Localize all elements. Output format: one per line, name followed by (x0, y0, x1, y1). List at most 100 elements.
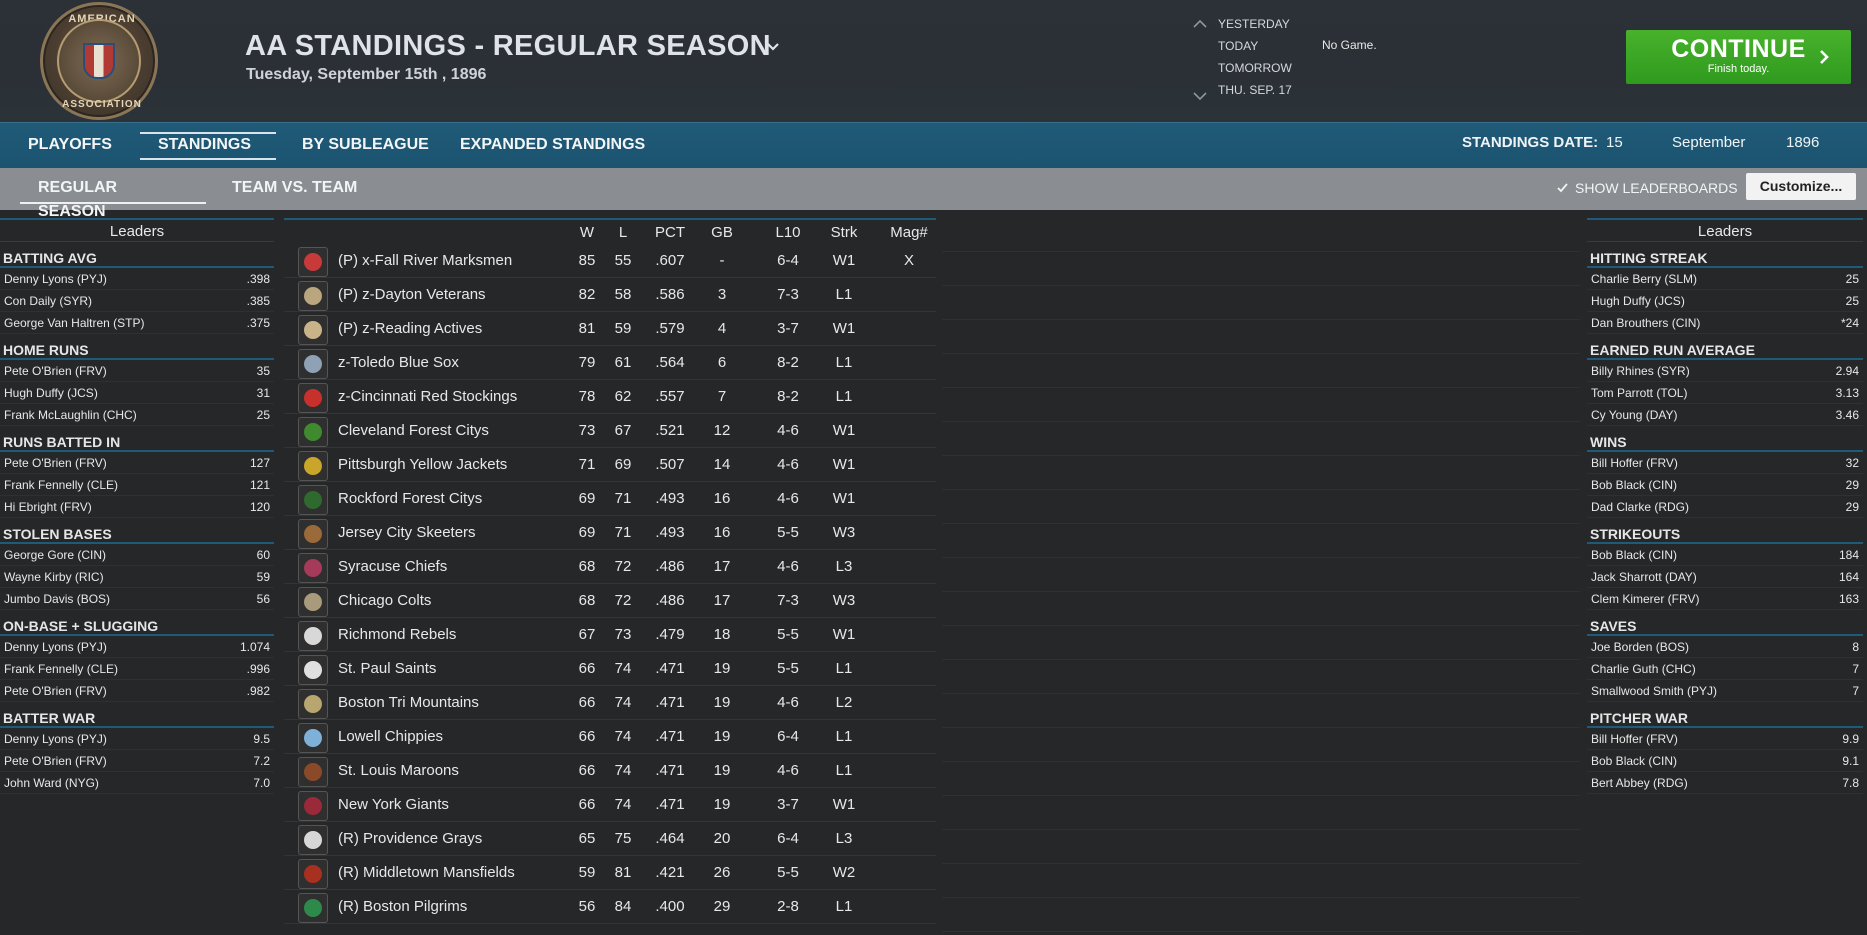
chevron-up-icon[interactable] (1190, 18, 1210, 30)
leader-row[interactable]: Cy Young (DAY) 3.46 (1587, 404, 1863, 426)
team-name[interactable]: (P) z-Dayton Veterans (338, 286, 486, 303)
team-logo-icon[interactable] (298, 247, 328, 277)
team-logo-icon[interactable] (298, 723, 328, 753)
leader-row[interactable]: Frank Fennelly (CLE) .996 (0, 658, 274, 680)
leader-row[interactable]: Charlie Guth (CHC) 7 (1587, 658, 1863, 680)
leader-row[interactable]: Hugh Duffy (JCS) 25 (1587, 290, 1863, 312)
team-logo-icon[interactable] (298, 825, 328, 855)
leader-row[interactable]: Denny Lyons (PYJ) 1.074 (0, 636, 274, 658)
leader-name[interactable]: John Ward (NYG) (4, 776, 99, 790)
team-name[interactable]: z-Toledo Blue Sox (338, 354, 459, 371)
team-name[interactable]: (R) Providence Grays (338, 830, 483, 847)
table-row[interactable]: St. Paul Saints 66 74 .471 19 5-5 L1 (284, 652, 936, 686)
team-name[interactable]: Lowell Chippies (338, 728, 444, 745)
leader-row[interactable]: Clem Kimerer (FRV) 163 (1587, 588, 1863, 610)
team-logo-icon[interactable] (298, 655, 328, 685)
leader-name[interactable]: Billy Rhines (SYR) (1591, 364, 1690, 378)
leader-name[interactable]: Charlie Berry (SLM) (1591, 272, 1698, 286)
leader-row[interactable]: George Van Haltren (STP) .375 (0, 312, 274, 334)
leader-name[interactable]: Smallwood Smith (PYJ) (1591, 684, 1718, 698)
team-name[interactable]: St. Paul Saints (338, 660, 437, 677)
leader-row[interactable]: Dad Clarke (RDG) 29 (1587, 496, 1863, 518)
leader-name[interactable]: Hugh Duffy (JCS) (1591, 294, 1685, 308)
leader-row[interactable]: John Ward (NYG) 7.0 (0, 772, 274, 794)
chevron-down-icon[interactable] (1190, 90, 1210, 102)
leader-name[interactable]: Bert Abbey (RDG) (1591, 776, 1688, 790)
team-name[interactable]: St. Louis Maroons (338, 762, 459, 779)
day-yesterday[interactable]: YESTERDAY (1218, 17, 1290, 31)
tab-by-subleague[interactable]: BY SUBLEAGUE (302, 136, 429, 153)
leader-row[interactable]: Jack Sharrott (DAY) 164 (1587, 566, 1863, 588)
leader-row[interactable]: Joe Borden (BOS) 8 (1587, 636, 1863, 658)
leader-name[interactable]: Jack Sharrott (DAY) (1591, 570, 1697, 584)
leader-name[interactable]: Frank McLaughlin (CHC) (4, 408, 137, 422)
leader-row[interactable]: Pete O'Brien (FRV) 35 (0, 360, 274, 382)
team-name[interactable]: Rockford Forest Citys (338, 490, 483, 507)
day-today[interactable]: TODAY (1218, 39, 1259, 53)
leader-row[interactable]: Smallwood Smith (PYJ) 7 (1587, 680, 1863, 702)
leader-row[interactable]: Charlie Berry (SLM) 25 (1587, 268, 1863, 290)
col-l10[interactable]: L10 (775, 224, 801, 241)
team-name[interactable]: (R) Boston Pilgrims (338, 898, 468, 915)
leader-name[interactable]: George Van Haltren (STP) (4, 316, 145, 330)
leader-name[interactable]: Frank Fennelly (CLE) (4, 478, 119, 492)
col-mag[interactable]: Mag# (890, 224, 928, 241)
customize-button[interactable]: Customize... (1746, 173, 1856, 200)
team-logo-icon[interactable] (298, 519, 328, 549)
leader-name[interactable]: Hugh Duffy (JCS) (4, 386, 98, 400)
leader-name[interactable]: Wayne Kirby (RIC) (4, 570, 104, 584)
standings-date-month[interactable]: September (1672, 134, 1746, 151)
leader-row[interactable]: Bob Black (CIN) 29 (1587, 474, 1863, 496)
team-logo-icon[interactable] (298, 689, 328, 719)
leader-row[interactable]: Pete O'Brien (FRV) 7.2 (0, 750, 274, 772)
leader-row[interactable]: Pete O'Brien (FRV) .982 (0, 680, 274, 702)
tab-playoffs[interactable]: PLAYOFFS (28, 136, 112, 153)
table-row[interactable]: (R) Boston Pilgrims 56 84 .400 29 2-8 L1 (284, 890, 936, 924)
leader-name[interactable]: Dan Brouthers (CIN) (1591, 316, 1701, 330)
table-row[interactable]: Chicago Colts 68 72 .486 17 7-3 W3 (284, 584, 936, 618)
team-logo-icon[interactable] (298, 893, 328, 923)
leader-name[interactable]: Joe Borden (BOS) (1591, 640, 1690, 654)
leader-name[interactable]: Tom Parrott (TOL) (1591, 386, 1688, 400)
leader-row[interactable]: Jumbo Davis (BOS) 56 (0, 588, 274, 610)
leader-row[interactable]: Tom Parrott (TOL) 3.13 (1587, 382, 1863, 404)
table-row[interactable]: (P) z-Reading Actives 81 59 .579 4 3-7 W1 (284, 312, 936, 346)
day-tomorrow[interactable]: TOMORROW (1218, 61, 1292, 75)
team-name[interactable]: (P) z-Reading Actives (338, 320, 483, 337)
show-leaderboards-checkbox[interactable] (1556, 181, 1569, 194)
leader-name[interactable]: Bob Black (CIN) (1591, 754, 1678, 768)
team-name[interactable]: Jersey City Skeeters (338, 524, 476, 541)
leader-row[interactable]: Bill Hoffer (FRV) 32 (1587, 452, 1863, 474)
leader-row[interactable]: Wayne Kirby (RIC) 59 (0, 566, 274, 588)
table-row[interactable]: Rockford Forest Citys 69 71 .493 16 4-6 W1 (284, 482, 936, 516)
team-logo-icon[interactable] (298, 621, 328, 651)
team-name[interactable]: (P) x-Fall River Marksmen (338, 252, 513, 269)
standings-date-year[interactable]: 1896 (1786, 134, 1820, 151)
leader-name[interactable]: Con Daily (SYR) (4, 294, 93, 308)
team-logo-icon[interactable] (298, 417, 328, 447)
team-name[interactable]: Syracuse Chiefs (338, 558, 448, 575)
leader-row[interactable]: Frank Fennelly (CLE) 121 (0, 474, 274, 496)
team-logo-icon[interactable] (298, 553, 328, 583)
leader-name[interactable]: Cy Young (DAY) (1591, 408, 1678, 422)
leader-row[interactable]: Con Daily (SYR) .385 (0, 290, 274, 312)
team-logo-icon[interactable] (298, 757, 328, 787)
leader-name[interactable]: Pete O'Brien (FRV) (4, 364, 107, 378)
leader-row[interactable]: Bill Hoffer (FRV) 9.9 (1587, 728, 1863, 750)
team-name[interactable]: Richmond Rebels (338, 626, 457, 643)
table-row[interactable]: New York Giants 66 74 .471 19 3-7 W1 (284, 788, 936, 822)
leader-row[interactable]: Pete O'Brien (FRV) 127 (0, 452, 274, 474)
tab-standings[interactable]: STANDINGS (140, 132, 276, 160)
leader-name[interactable]: Pete O'Brien (FRV) (4, 754, 107, 768)
table-row[interactable]: Cleveland Forest Citys 73 67 .521 12 4-6 W1 (284, 414, 936, 448)
col-l[interactable]: L (618, 224, 628, 241)
leader-name[interactable]: Jumbo Davis (BOS) (4, 592, 111, 606)
team-logo-icon[interactable] (298, 485, 328, 515)
leader-name[interactable]: Bob Black (CIN) (1591, 548, 1678, 562)
col-strk[interactable]: Strk (830, 224, 858, 241)
table-row[interactable]: Lowell Chippies 66 74 .471 19 6-4 L1 (284, 720, 936, 754)
leader-name[interactable]: George Gore (CIN) (4, 548, 107, 562)
leader-row[interactable]: Denny Lyons (PYJ) .398 (0, 268, 274, 290)
team-logo-icon[interactable] (298, 859, 328, 889)
leader-name[interactable]: Dad Clarke (RDG) (1591, 500, 1690, 514)
